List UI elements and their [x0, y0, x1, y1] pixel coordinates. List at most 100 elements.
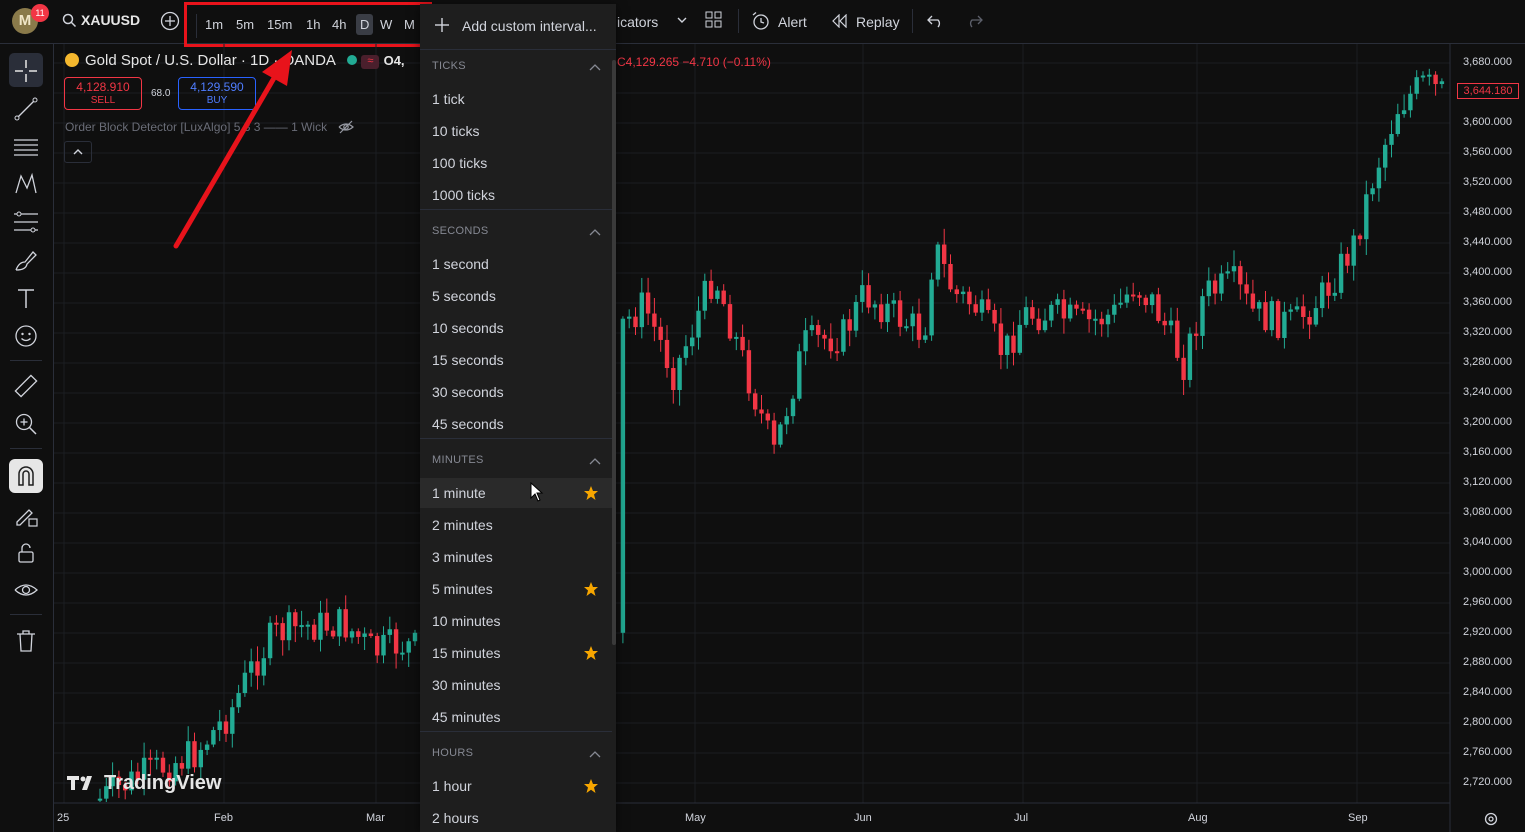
- drawing-toolbar: [0, 44, 54, 832]
- settings-gear-icon[interactable]: [1483, 811, 1499, 827]
- symbol-legend[interactable]: Gold Spot / U.S. Dollar · 1D · OANDA ≈ O…: [65, 52, 405, 69]
- hidden-eye-icon[interactable]: [338, 120, 355, 134]
- interval-option[interactable]: 15 seconds: [420, 345, 612, 375]
- chevron-up-icon[interactable]: [589, 750, 601, 758]
- candle-body: [690, 337, 695, 347]
- candle-body: [1383, 144, 1388, 168]
- collapse-legend-button[interactable]: [64, 141, 92, 163]
- indicators-button[interactable]: icators: [617, 14, 659, 30]
- interval-option[interactable]: 1 second: [420, 249, 612, 279]
- trend-line-icon[interactable]: [13, 96, 39, 122]
- candle-body: [1023, 307, 1029, 325]
- undo-icon[interactable]: [927, 14, 945, 28]
- favorite-star-icon[interactable]: [583, 581, 599, 602]
- interval-w[interactable]: W: [380, 17, 393, 32]
- interval-option-label: 10 seconds: [432, 320, 504, 336]
- emoji-icon[interactable]: [13, 323, 39, 349]
- interval-4h[interactable]: 4h: [332, 17, 347, 32]
- section-divider: [420, 209, 612, 210]
- candle-body: [1137, 295, 1142, 298]
- interval-option[interactable]: 1 tick: [420, 84, 612, 114]
- candle-body: [129, 771, 134, 791]
- trash-icon[interactable]: [13, 628, 39, 654]
- sell-price: 4,128.910: [76, 80, 130, 94]
- section-header-hours: HOURS: [432, 747, 474, 759]
- interval-option[interactable]: 5 seconds: [420, 281, 612, 311]
- chevron-down-icon[interactable]: [677, 17, 687, 24]
- legend-open-value: O4,: [383, 53, 405, 68]
- interval-option[interactable]: 1 minute: [420, 478, 612, 508]
- crosshair-icon[interactable]: [13, 58, 39, 84]
- price-label: 3,360.000: [1463, 296, 1512, 308]
- interval-option[interactable]: 45 minutes: [420, 702, 612, 732]
- ruler-icon[interactable]: [13, 373, 39, 399]
- interval-d[interactable]: D: [356, 14, 374, 35]
- symbol-search-button[interactable]: XAUUSD: [62, 12, 140, 28]
- magnet-icon[interactable]: [13, 463, 39, 489]
- draw-lock-icon[interactable]: [13, 502, 39, 528]
- eye-icon[interactable]: [13, 577, 39, 603]
- favorite-star-icon[interactable]: [583, 645, 599, 666]
- interval-option-label: 30 minutes: [432, 677, 501, 693]
- interval-option[interactable]: 45 seconds: [420, 409, 612, 439]
- replay-button[interactable]: Replay: [856, 14, 900, 30]
- favorite-star-icon[interactable]: [583, 485, 599, 506]
- compare-symbol-icon[interactable]: [160, 11, 180, 31]
- alert-clock-icon[interactable]: [751, 11, 771, 31]
- interval-5m[interactable]: 5m: [236, 17, 255, 32]
- chevron-up-icon[interactable]: [589, 63, 601, 71]
- interval-option[interactable]: 1000 ticks: [420, 180, 612, 210]
- candle-body: [1370, 188, 1375, 195]
- pattern-tool-icon[interactable]: [13, 171, 39, 197]
- sell-button[interactable]: 4,128.910 SELL: [64, 77, 142, 110]
- interval-option[interactable]: 10 seconds: [420, 313, 612, 343]
- redo-icon[interactable]: [965, 14, 983, 28]
- candle-body: [349, 631, 355, 638]
- brush-icon[interactable]: [13, 248, 39, 274]
- horizontal-lines-icon[interactable]: [13, 134, 39, 160]
- candle-body: [261, 658, 266, 676]
- layout-grid-icon[interactable]: [705, 11, 723, 29]
- interval-option[interactable]: 3 minutes: [420, 542, 612, 572]
- candle-body: [759, 409, 764, 414]
- candle-body: [343, 609, 348, 638]
- interval-option[interactable]: 100 ticks: [420, 148, 612, 178]
- chevron-up-icon[interactable]: [589, 457, 601, 465]
- interval-option[interactable]: 10 minutes: [420, 606, 612, 636]
- chevron-up-icon[interactable]: [589, 228, 601, 236]
- interval-15m[interactable]: 15m: [267, 17, 293, 32]
- interval-option[interactable]: 15 minutes: [420, 638, 612, 668]
- interval-option[interactable]: 5 minutes: [420, 574, 612, 604]
- alert-button[interactable]: Alert: [778, 14, 807, 30]
- candle-body: [784, 416, 789, 425]
- add-custom-interval-button[interactable]: Add custom interval...: [420, 4, 616, 50]
- candle-body: [192, 741, 197, 768]
- interval-1m[interactable]: 1m: [205, 17, 224, 32]
- replay-icon[interactable]: [832, 14, 848, 28]
- lock-icon[interactable]: [13, 540, 39, 566]
- candle-body: [1257, 302, 1262, 309]
- interval-option[interactable]: 2 hours: [420, 803, 612, 832]
- section-divider: [420, 731, 612, 732]
- zoom-in-icon[interactable]: [13, 411, 39, 437]
- indicator-legend[interactable]: Order Block Detector [LuxAlgo] 5 3 3 —— …: [65, 120, 355, 134]
- buy-button[interactable]: 4,129.590 BUY: [178, 77, 256, 110]
- price-chart[interactable]: [54, 44, 1525, 832]
- interval-option[interactable]: 2 minutes: [420, 510, 612, 540]
- candle-body: [1200, 296, 1205, 336]
- interval-option[interactable]: 10 ticks: [420, 116, 612, 146]
- interval-option[interactable]: 1 hour: [420, 771, 612, 801]
- candle-body: [879, 304, 884, 323]
- candle-body: [1439, 81, 1445, 85]
- fib-tool-icon[interactable]: [13, 209, 39, 235]
- favorite-star-icon[interactable]: [583, 778, 599, 799]
- interval-option[interactable]: 30 minutes: [420, 670, 612, 700]
- tradingview-logo[interactable]: TradingView: [66, 772, 221, 795]
- dropdown-scrollbar[interactable]: [612, 60, 616, 645]
- candle-body: [778, 424, 783, 445]
- interval-m[interactable]: M: [404, 17, 415, 32]
- candle-body: [771, 420, 777, 445]
- interval-1h[interactable]: 1h: [306, 17, 321, 32]
- text-tool-icon[interactable]: [13, 286, 39, 312]
- interval-option[interactable]: 30 seconds: [420, 377, 612, 407]
